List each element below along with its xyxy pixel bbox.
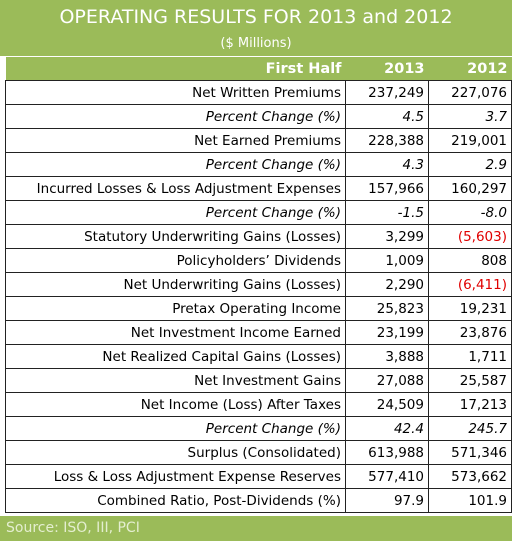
cell: 3,888 — [345, 344, 429, 369]
row-label: Statutory Underwriting Gains (Losses) — [5, 224, 346, 249]
cell: 42.4 — [345, 416, 429, 441]
row-label: Percent Change (%) — [5, 200, 346, 225]
row-label: Net Income (Loss) After Taxes — [5, 392, 346, 417]
row-label: Percent Change (%) — [5, 416, 346, 441]
cell: 4.3 — [345, 152, 429, 177]
row-label: Percent Change (%) — [5, 152, 346, 177]
table-row: Net Investment Income Earned 23,199 23,876 — [5, 320, 512, 345]
table-row: Statutory Underwriting Gains (Losses) 3,2… — [5, 224, 512, 249]
table-row: Net Earned Premiums 228,388 219,001 — [5, 128, 512, 153]
cell: 237,249 — [345, 80, 429, 105]
row-label: Surplus (Consolidated) — [5, 440, 346, 465]
table-row: Incurred Losses & Loss Adjustment Expens… — [5, 176, 512, 201]
cell: 23,876 — [428, 320, 512, 345]
source: Source: ISO, III, PCI — [0, 516, 512, 541]
row-label: Policyholders’ Dividends — [5, 248, 346, 273]
row-label: Net Earned Premiums — [5, 128, 346, 153]
cell: -1.5 — [345, 200, 429, 225]
title: OPERATING RESULTS FOR 2013 and 2012 — [0, 0, 512, 34]
table-row: Surplus (Consolidated) 613,988 571,346 — [5, 440, 512, 465]
row-label: Net Investment Income Earned — [5, 320, 346, 345]
table-row: Percent Change (%) 4.5 3.7 — [5, 104, 512, 129]
header-row: First Half 2013 2012 — [5, 57, 512, 81]
cell: 2,290 — [345, 272, 429, 297]
cell: 245.7 — [428, 416, 512, 441]
cell: 160,297 — [428, 176, 512, 201]
table-row: Net Underwriting Gains (Losses) 2,290 (6,4… — [5, 272, 512, 297]
cell: 613,988 — [345, 440, 429, 465]
cell: (6,411) — [428, 272, 512, 297]
cell: 23,199 — [345, 320, 429, 345]
cell: 17,213 — [428, 392, 512, 417]
results-table: First Half 2013 2012 Net Written Premiums 2… — [5, 57, 512, 513]
row-label: Net Investment Gains — [5, 368, 346, 393]
cell: 227,076 — [428, 80, 512, 105]
table-row: Net Income (Loss) After Taxes 24,509 17,21… — [5, 392, 512, 417]
cell: 4.5 — [345, 104, 429, 129]
cell: 157,966 — [345, 176, 429, 201]
table-row: Loss & Loss Adjustment Expense Reserves 5… — [5, 464, 512, 489]
cell: 25,823 — [345, 296, 429, 321]
table-row: Net Investment Gains 27,088 25,587 — [5, 368, 512, 393]
row-label: Loss & Loss Adjustment Expense Reserves — [5, 464, 346, 489]
cell: 24,509 — [345, 392, 429, 417]
table-row: Policyholders’ Dividends 1,009 808 — [5, 248, 512, 273]
cell: 101.9 — [428, 488, 512, 513]
row-label: Percent Change (%) — [5, 104, 346, 129]
cell: 577,410 — [345, 464, 429, 489]
cell: -8.0 — [428, 200, 512, 225]
column-header: 2013 — [345, 57, 429, 81]
cell: 219,001 — [428, 128, 512, 153]
cell: 2.9 — [428, 152, 512, 177]
cell: 3.7 — [428, 104, 512, 129]
table-row: Percent Change (%) -1.5 -8.0 — [5, 200, 512, 225]
cell: 1,009 — [345, 248, 429, 273]
column-header: 2012 — [428, 57, 512, 81]
cell: 97.9 — [345, 488, 429, 513]
cell: 808 — [428, 248, 512, 273]
column-header: First Half — [5, 57, 346, 81]
row-label: Pretax Operating Income — [5, 296, 346, 321]
table-row: Percent Change (%) 42.4 245.7 — [5, 416, 512, 441]
row-label: Incurred Losses & Loss Adjustment Expens… — [5, 176, 346, 201]
cell: 27,088 — [345, 368, 429, 393]
cell: 228,388 — [345, 128, 429, 153]
cell: (5,603) — [428, 224, 512, 249]
table-row: Net Written Premiums 237,249 227,076 — [5, 80, 512, 105]
cell: 3,299 — [345, 224, 429, 249]
cell: 571,346 — [428, 440, 512, 465]
row-label: Net Realized Capital Gains (Losses) — [5, 344, 346, 369]
cell: 25,587 — [428, 368, 512, 393]
row-label: Net Underwriting Gains (Losses) — [5, 272, 346, 297]
cell: 1,711 — [428, 344, 512, 369]
table-row: Pretax Operating Income 25,823 19,231 — [5, 296, 512, 321]
cell: 19,231 — [428, 296, 512, 321]
table-row: Combined Ratio, Post-Dividends (%) 97.9 10… — [5, 488, 512, 513]
cell: 573,662 — [428, 464, 512, 489]
subtitle: ($ Millions) — [0, 34, 512, 56]
table-row: Net Realized Capital Gains (Losses) 3,888… — [5, 344, 512, 369]
table-row: Percent Change (%) 4.3 2.9 — [5, 152, 512, 177]
row-label: Combined Ratio, Post-Dividends (%) — [5, 488, 346, 513]
row-label: Net Written Premiums — [5, 80, 346, 105]
